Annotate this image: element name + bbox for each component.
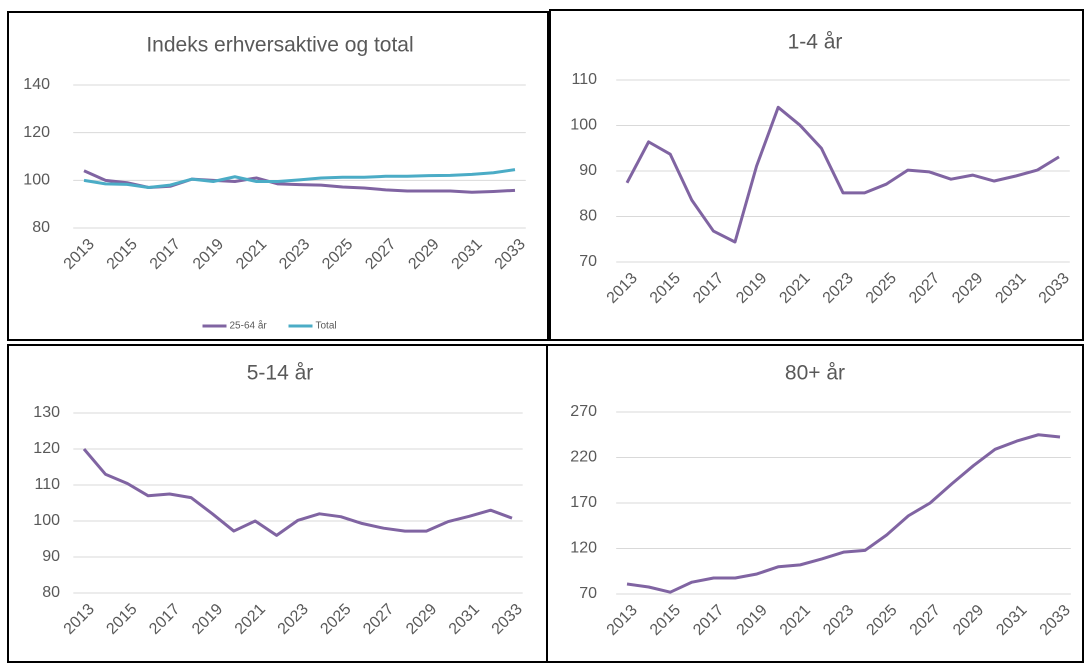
- y-tick-label: 120: [570, 540, 597, 557]
- y-tick-label: 70: [579, 253, 597, 270]
- panel: [549, 9, 1084, 341]
- y-tick-label: 80: [42, 584, 60, 601]
- chart-title: 1-4 år: [788, 31, 843, 54]
- legend-label: 25-64 år: [230, 320, 268, 332]
- panel: [7, 344, 549, 663]
- y-tick-label: 170: [570, 494, 597, 511]
- y-tick-label: 120: [23, 124, 50, 141]
- y-tick-label: 140: [23, 76, 50, 93]
- y-tick-label: 220: [570, 449, 597, 466]
- legend-label: Total: [316, 321, 337, 332]
- chart-title: 80+ år: [785, 362, 845, 385]
- y-tick-label: 100: [23, 172, 50, 189]
- series-line: [625, 105, 1060, 244]
- y-tick-label: 100: [33, 512, 60, 529]
- series-line: [82, 448, 513, 537]
- series-line: [83, 168, 516, 189]
- y-tick-label: 80: [579, 208, 597, 225]
- y-tick-label: 100: [570, 117, 597, 134]
- series-line: [626, 433, 1061, 594]
- y-tick-label: 120: [33, 440, 60, 457]
- chart-title: Indeks erhversaktive og total: [146, 34, 413, 57]
- y-tick-label: 70: [579, 585, 597, 602]
- y-tick-label: 90: [579, 162, 597, 179]
- y-tick-label: 110: [571, 71, 597, 88]
- y-tick-label: 110: [34, 476, 60, 493]
- y-tick-label: 130: [33, 404, 60, 421]
- chart-title: 5-14 år: [247, 362, 314, 385]
- y-tick-label: 270: [570, 403, 597, 420]
- y-tick-label: 90: [42, 548, 60, 565]
- y-tick-label: 80: [32, 219, 50, 236]
